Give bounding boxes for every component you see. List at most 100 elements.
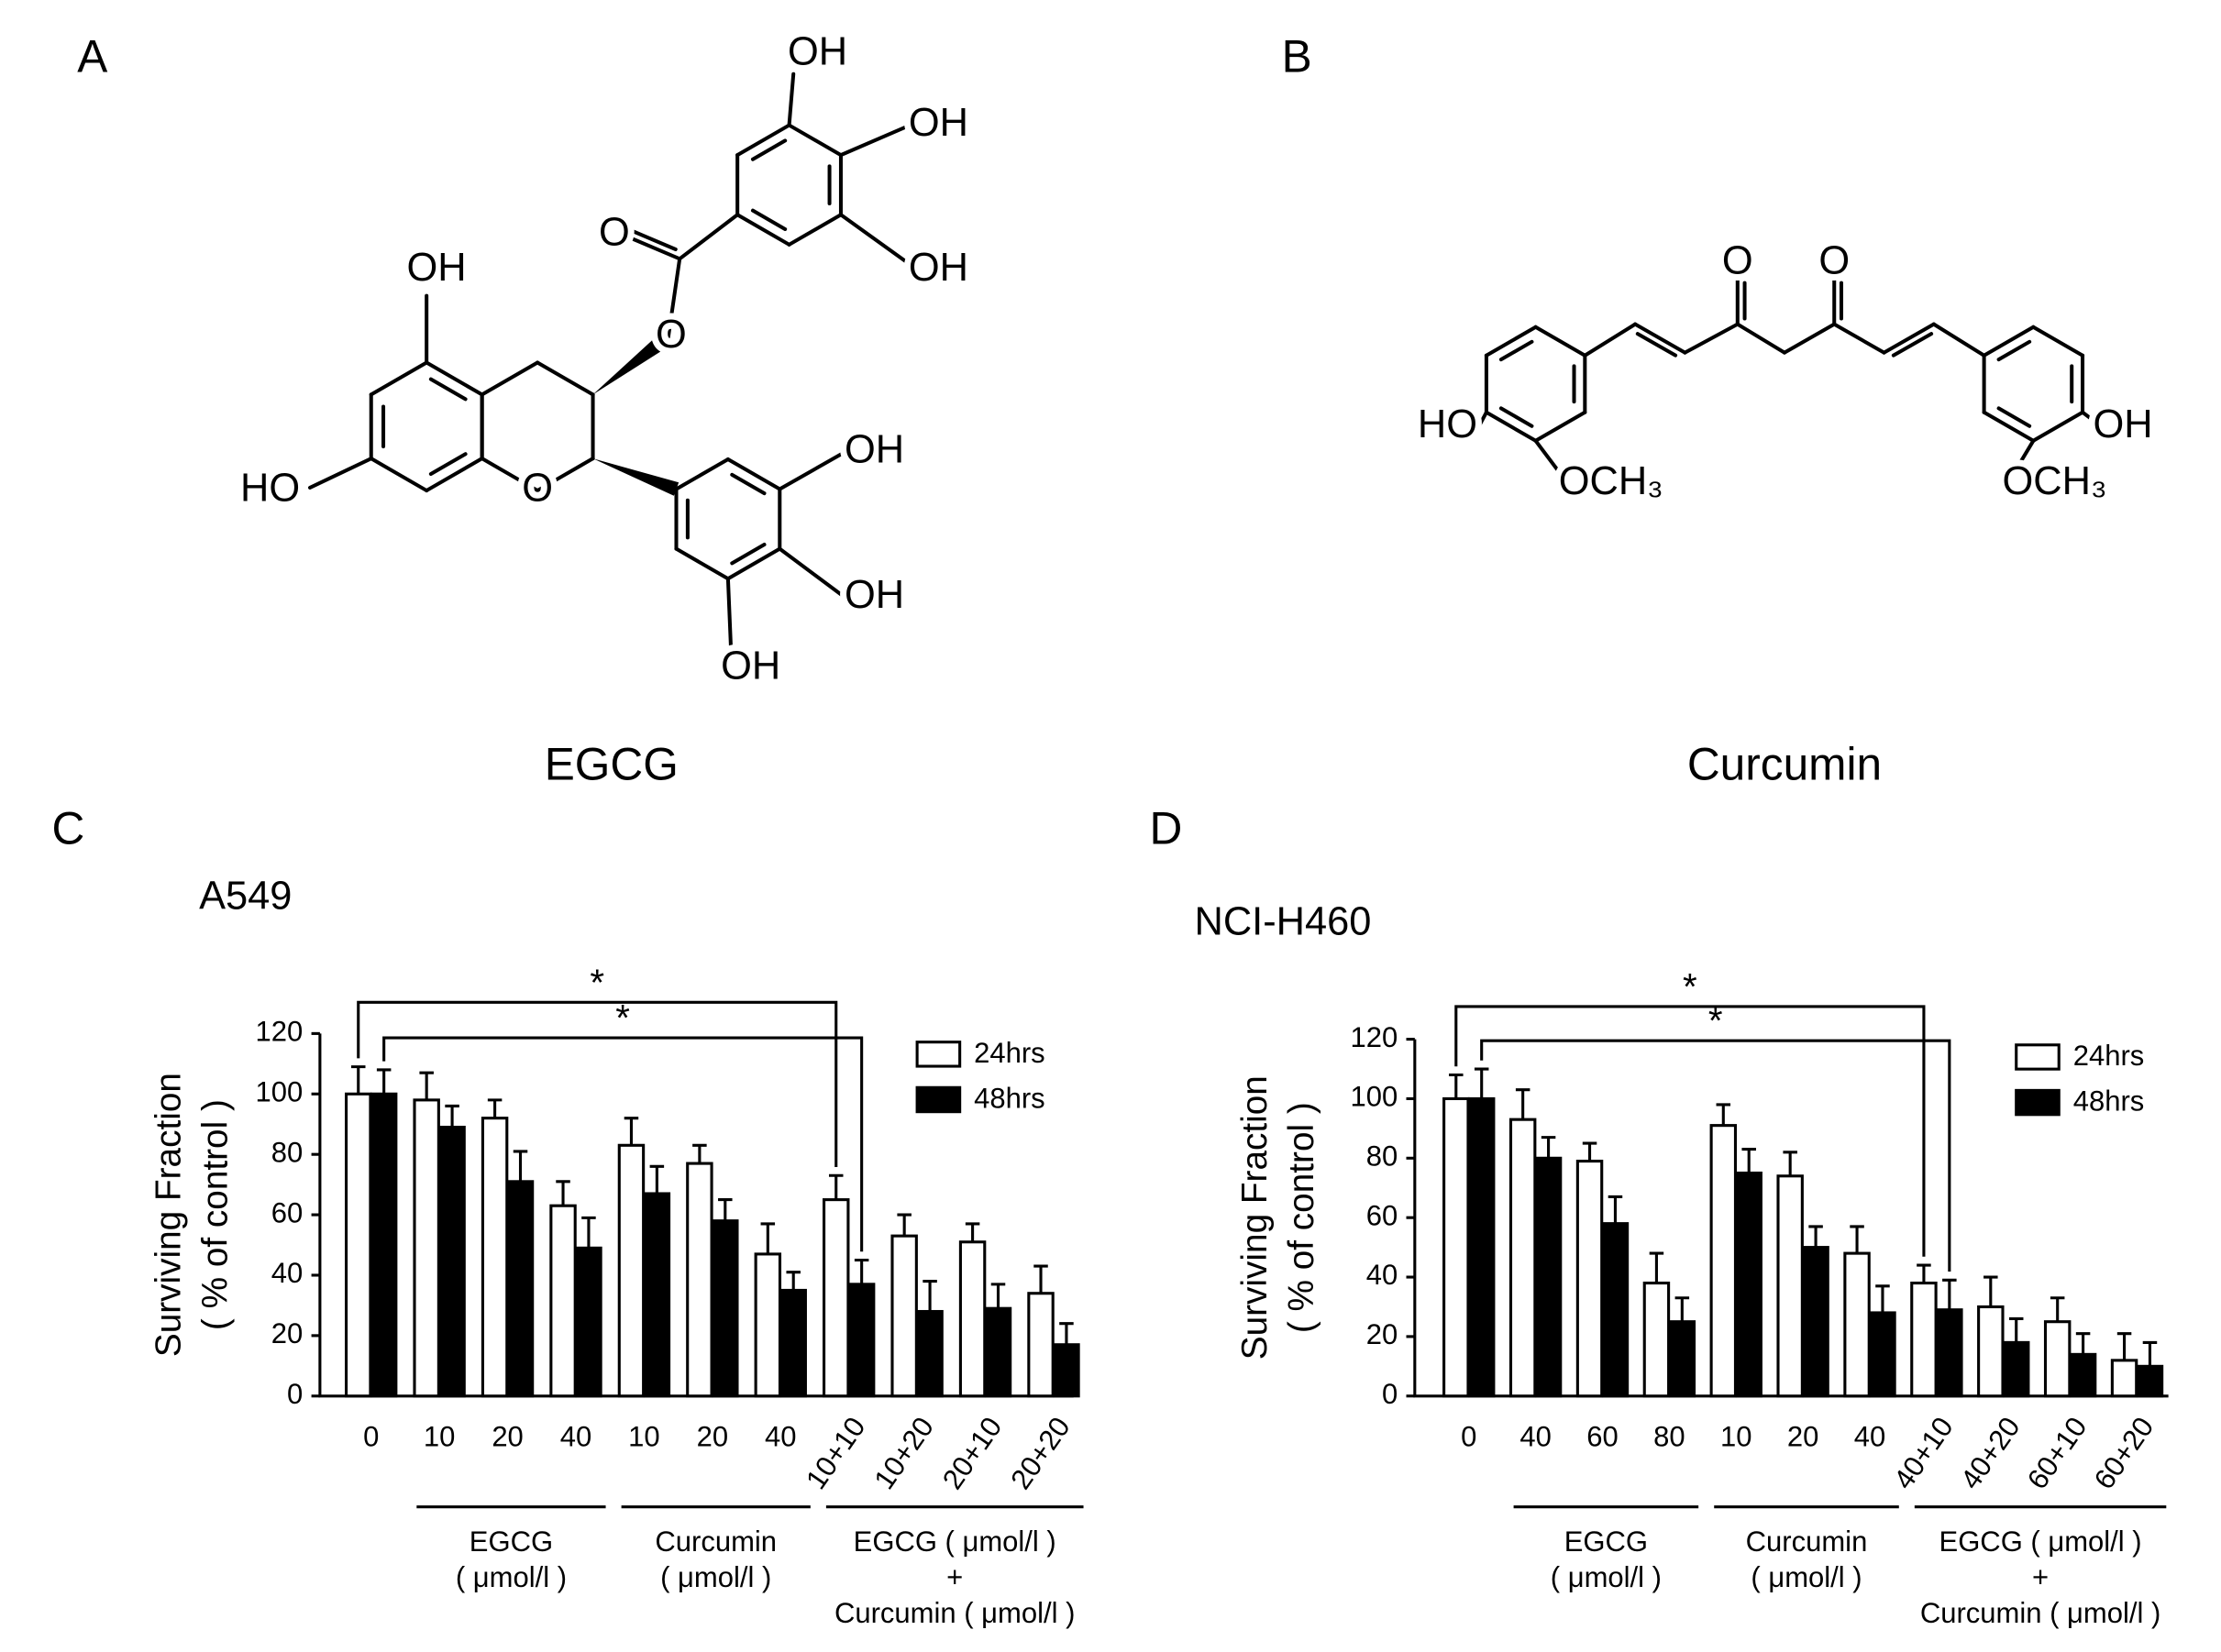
atom-label: O — [522, 467, 553, 511]
error-bar — [513, 1150, 528, 1182]
x-tick-label: 0 — [363, 1420, 379, 1452]
error-bar — [1850, 1225, 1864, 1254]
error-bar — [419, 1071, 434, 1100]
bar — [2069, 1352, 2097, 1398]
x-tick-label: 20+10 — [936, 1411, 1009, 1494]
bond — [480, 457, 540, 493]
bar — [1575, 1160, 1604, 1398]
bond — [674, 457, 730, 491]
x-tick-label: 40 — [560, 1420, 591, 1452]
error-bar — [1541, 1136, 1556, 1159]
error-bar — [2142, 1340, 2158, 1367]
bond — [1891, 332, 1934, 358]
bond — [787, 213, 843, 247]
error-bar — [1741, 1148, 1756, 1173]
panel-label: C — [52, 802, 85, 854]
bond — [1484, 325, 1538, 358]
legend-swatch — [915, 1085, 962, 1114]
bond — [838, 123, 912, 158]
bar — [958, 1240, 987, 1398]
y-tick-label: 0 — [1382, 1378, 1398, 1410]
error-bar — [2116, 1332, 2132, 1360]
bond — [1832, 322, 1886, 355]
bond — [787, 123, 843, 158]
bar — [1508, 1118, 1537, 1398]
x-tick-label: 60 — [1586, 1420, 1618, 1452]
chart-title: A549 — [199, 875, 292, 919]
y-tick-label: 60 — [271, 1196, 303, 1228]
bond — [480, 360, 540, 397]
y-tick-label: 120 — [1350, 1021, 1398, 1053]
atom-label: O — [1818, 238, 1850, 282]
x-tick-label: 10 — [628, 1420, 659, 1452]
y-axis-label: Surviving Fraction — [149, 1073, 188, 1357]
bond — [1735, 322, 1786, 355]
bond — [1583, 322, 1638, 358]
x-tick-label: 20 — [697, 1420, 728, 1452]
bar — [847, 1283, 876, 1398]
x-tick-label: 20+20 — [1004, 1411, 1077, 1494]
group-label: ( μmol/l ) — [660, 1561, 771, 1593]
group-label: + — [946, 1561, 963, 1593]
bond — [838, 213, 912, 267]
error-bar — [1674, 1296, 1690, 1322]
atom-label: O — [656, 313, 687, 357]
x-tick-label: 60+20 — [2088, 1411, 2160, 1494]
legend-swatch — [915, 1041, 962, 1068]
error-bar — [350, 1065, 366, 1095]
atom-label: O — [599, 210, 630, 254]
bond — [1982, 410, 2036, 443]
error-bar — [1649, 1251, 1664, 1283]
atom-label: OH — [909, 101, 968, 145]
y-tick-label: 20 — [271, 1317, 303, 1349]
bar — [890, 1234, 918, 1398]
error-bar — [445, 1104, 459, 1128]
error-bar — [718, 1198, 733, 1221]
atom-label: O — [1722, 238, 1753, 282]
bond — [369, 360, 429, 397]
error-bar — [1783, 1151, 1797, 1176]
error-bar — [649, 1164, 665, 1195]
bond — [778, 546, 847, 600]
bar — [984, 1306, 1012, 1398]
error-bar — [624, 1117, 639, 1146]
bar — [1642, 1281, 1671, 1398]
legend-swatch — [2015, 1088, 2061, 1117]
y-axis-label: ( % of control ) — [195, 1099, 235, 1330]
bar — [1910, 1281, 1938, 1398]
bond — [1476, 410, 1488, 429]
legend-label: 24hrs — [974, 1037, 1045, 1069]
error-bar — [1808, 1225, 1823, 1248]
y-tick-label: 80 — [271, 1136, 303, 1168]
bar — [506, 1180, 535, 1398]
error-bar — [1059, 1322, 1074, 1345]
bond — [778, 450, 847, 491]
error-bar — [1474, 1067, 1489, 1099]
bond — [630, 228, 678, 252]
bond — [1982, 325, 2036, 358]
x-tick-label: 40 — [1854, 1420, 1885, 1452]
bond — [678, 213, 740, 261]
bar — [2136, 1364, 2164, 1398]
group-label: Curcumin ( μmol/l ) — [1920, 1597, 2160, 1629]
bar — [1442, 1096, 1470, 1398]
atom-label: OCH₃ — [1559, 459, 1663, 503]
bar — [413, 1098, 440, 1398]
bond — [730, 472, 767, 496]
group-label: EGCG ( μmol/l ) — [854, 1525, 1056, 1558]
compound-name: Curcumin — [1687, 739, 1882, 790]
x-tick-label: 80 — [1653, 1420, 1685, 1452]
bar — [1467, 1096, 1496, 1398]
bond — [1931, 322, 1986, 358]
error-bar — [376, 1068, 392, 1095]
error-bar — [1033, 1264, 1048, 1294]
error-bar — [1942, 1278, 1957, 1310]
bond — [425, 360, 484, 397]
significance-mark: * — [590, 962, 604, 1003]
bar — [575, 1246, 602, 1398]
bond — [1683, 322, 1740, 355]
bond — [674, 546, 730, 581]
bar — [370, 1092, 398, 1398]
bar — [1977, 1305, 2005, 1398]
x-tick-label: 40+10 — [1887, 1411, 1960, 1494]
